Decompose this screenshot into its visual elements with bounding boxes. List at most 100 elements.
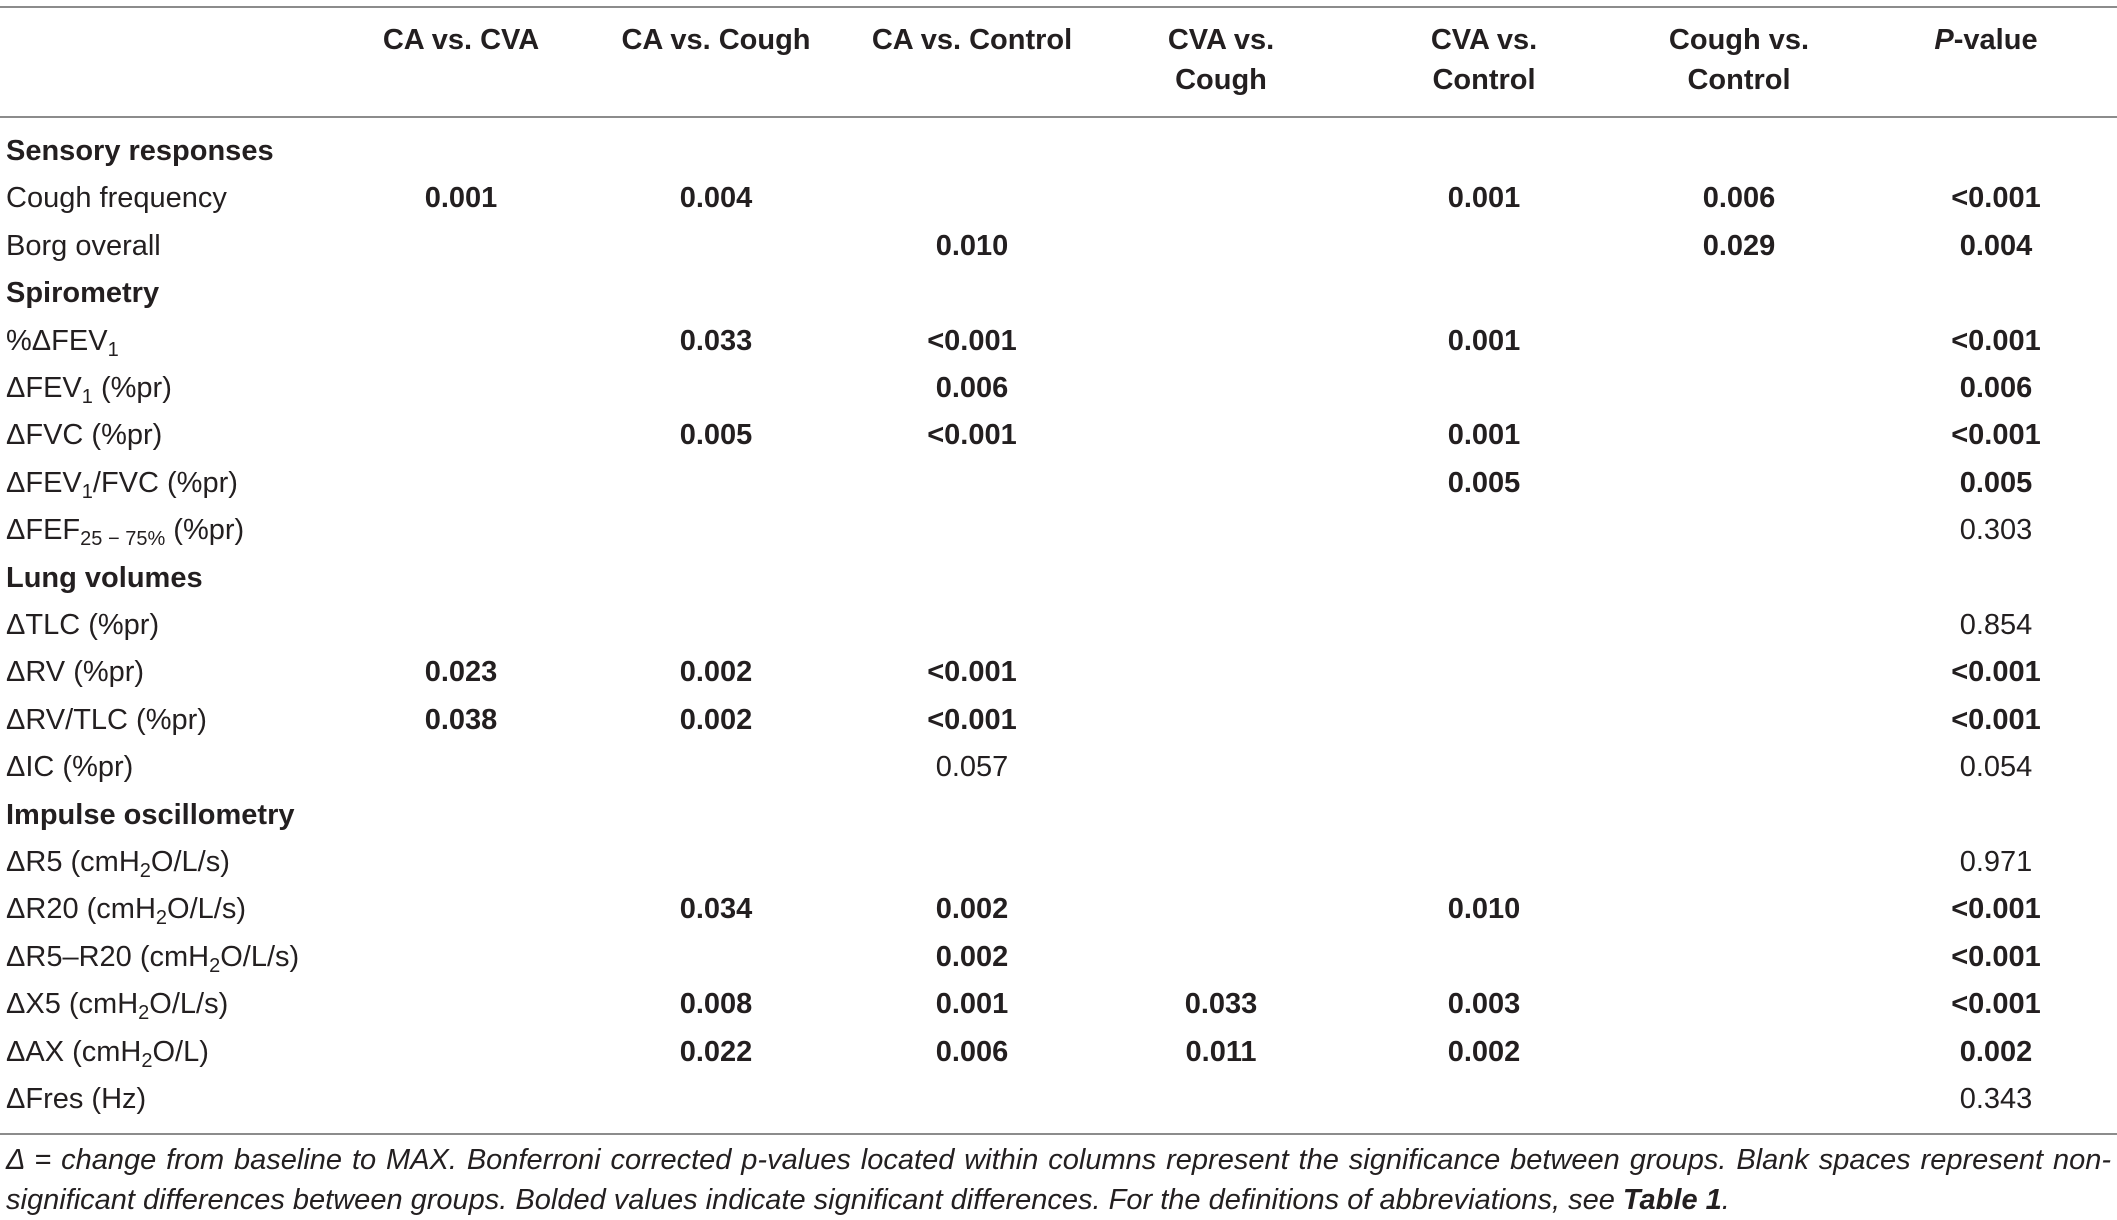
p-value-suffix: -value <box>1953 24 2038 56</box>
p-value-cell: 0.001 <box>1447 182 1521 215</box>
p-value-cell: 0.002 <box>935 893 1009 926</box>
p-value-cell: <0.001 <box>927 703 1017 736</box>
p-value-cell: 0.023 <box>424 656 498 689</box>
p-value-cell: 0.006 <box>935 372 1009 404</box>
p-value-cell: 0.343 <box>1959 1083 2033 1115</box>
p-value-cell: <0.001 <box>1951 988 2041 1021</box>
row-label: Cough frequency <box>6 175 227 222</box>
row-label-text: Sensory responses <box>6 135 274 167</box>
row-label-text: Borg overall <box>6 229 161 262</box>
p-value-cell: <0.001 <box>1951 324 2041 357</box>
table-footnote: Δ = change from baseline to MAX. Bonferr… <box>6 1140 2111 1220</box>
column-header-3: CA vs. Control <box>872 20 1072 60</box>
row-label: ΔIC (%pr) <box>6 744 133 791</box>
row-label-text: ΔR5 (cmH <box>6 846 140 878</box>
section-heading: Lung volumes <box>6 555 203 602</box>
row-label-subscript: 2 <box>138 1002 150 1025</box>
column-header-line: Cough <box>1175 64 1267 96</box>
p-value-cell: <0.001 <box>1951 703 2041 736</box>
p-value-cell: 0.854 <box>1959 609 2033 641</box>
p-value-cell: 0.057 <box>935 751 1009 784</box>
row-label-suffix: O/L/s) <box>220 940 300 973</box>
column-header-p-value: P-value <box>1934 20 2037 60</box>
row-label-text: ΔR20 (cmH <box>6 893 156 926</box>
p-value-cell: 0.010 <box>1447 893 1521 926</box>
p-value-cell: <0.001 <box>1951 893 2041 926</box>
footnote-text: Δ = change from baseline to MAX. Bonferr… <box>6 1144 2111 1216</box>
row-label: ΔR5 (cmH2O/L/s) <box>6 839 230 886</box>
p-value-cell: 0.002 <box>679 703 753 736</box>
p-value-cell: 0.005 <box>1959 466 2033 499</box>
p-value-cell: <0.001 <box>1951 940 2041 973</box>
row-label-text: ΔTLC (%pr) <box>6 609 160 641</box>
row-label: ΔFVC (%pr) <box>6 412 162 459</box>
p-value-cell: 0.001 <box>935 988 1009 1021</box>
p-value-cell: <0.001 <box>927 324 1017 357</box>
p-value-cell: 0.010 <box>935 229 1009 262</box>
row-label-text: ΔFVC (%pr) <box>6 419 163 452</box>
row-label-text: Cough frequency <box>6 182 227 215</box>
row-label-text: ΔX5 (cmH <box>6 988 139 1021</box>
row-label: ΔR5–R20 (cmH2O/L/s) <box>6 934 299 981</box>
header-rule <box>0 116 2117 118</box>
p-value-cell: 0.038 <box>424 703 498 736</box>
p-letter: P <box>1934 24 1954 56</box>
row-label-subscript: 2 <box>155 907 168 930</box>
footnote-table-ref[interactable]: Table 1 <box>1622 1184 1722 1216</box>
p-value-cell: 0.006 <box>1702 182 1776 215</box>
row-label-subscript: 2 <box>139 860 151 882</box>
row-label-text: ΔFres (Hz) <box>6 1083 147 1115</box>
row-label-text: Lung volumes <box>6 561 203 594</box>
column-header-line: CA vs. CVA <box>382 24 540 56</box>
top-rule <box>0 6 2117 8</box>
row-label: ΔFres (Hz) <box>6 1076 146 1123</box>
column-header-line: CVA vs. <box>1167 24 1275 56</box>
column-header-6: Cough vs. Control <box>1669 20 1809 100</box>
p-value-cell: 0.054 <box>1959 751 2033 784</box>
p-value-cell: 0.002 <box>935 940 1009 973</box>
p-value-cell: 0.004 <box>679 182 753 215</box>
row-label-subscript: 2 <box>209 954 221 977</box>
p-value-cell: 0.029 <box>1702 229 1776 262</box>
column-header-line: CA vs. Cough <box>621 24 811 56</box>
p-value-cell: <0.001 <box>927 419 1017 452</box>
p-value-cell: <0.001 <box>1951 182 2041 215</box>
p-value-cell: <0.001 <box>927 656 1017 689</box>
row-label-text: ΔR5–R20 (cmH <box>6 940 210 973</box>
column-header-4: CVA vs. Cough <box>1168 20 1274 100</box>
p-value-cell: 0.034 <box>679 893 753 926</box>
p-value-cell: <0.001 <box>1951 419 2041 452</box>
column-header-5: CVA vs. Control <box>1431 20 1537 100</box>
bottom-rule <box>0 1133 2117 1135</box>
row-label-text: Impulse oscillometry <box>6 798 295 831</box>
row-label-text: ΔRV (%pr) <box>6 656 145 689</box>
p-value-cell: 0.004 <box>1959 229 2033 262</box>
p-value-cell: 0.008 <box>679 988 753 1021</box>
row-label-text: ΔAX (cmH <box>6 1035 142 1068</box>
row-label: Borg overall <box>6 223 161 270</box>
p-value-cell: 0.003 <box>1447 988 1521 1021</box>
section-heading: Spirometry <box>6 270 159 317</box>
footnote-end: . <box>1721 1184 1730 1216</box>
row-label-suffix: /FVC (%pr) <box>92 466 238 499</box>
p-value-cell: 0.001 <box>424 182 498 215</box>
row-label: ΔAX (cmH2O/L) <box>6 1029 209 1076</box>
row-label-text: ΔIC (%pr) <box>6 751 134 784</box>
row-label: ΔRV (%pr) <box>6 649 144 696</box>
section-heading: Sensory responses <box>6 128 274 175</box>
column-header-line: Control <box>1432 64 1536 96</box>
row-label: ΔFEV1 (%pr) <box>6 365 172 412</box>
row-label-text: ΔRV/TLC (%pr) <box>6 703 207 736</box>
column-header-line: Cough vs. <box>1668 24 1810 56</box>
column-header-line: CVA vs. <box>1430 24 1538 56</box>
column-header-line: Control <box>1687 64 1791 96</box>
p-value-cell: 0.006 <box>935 1035 1009 1068</box>
column-header-1: CA vs. CVA <box>383 20 539 60</box>
row-label: ΔFEF25 − 75% (%pr) <box>6 507 244 554</box>
row-label-subscript: 1 <box>81 386 93 408</box>
row-label: %ΔFEV1 <box>6 318 119 365</box>
p-value-cell: <0.001 <box>1951 656 2041 689</box>
row-label-text: ΔFEF <box>6 514 81 547</box>
p-value-cell: 0.002 <box>1447 1035 1521 1068</box>
